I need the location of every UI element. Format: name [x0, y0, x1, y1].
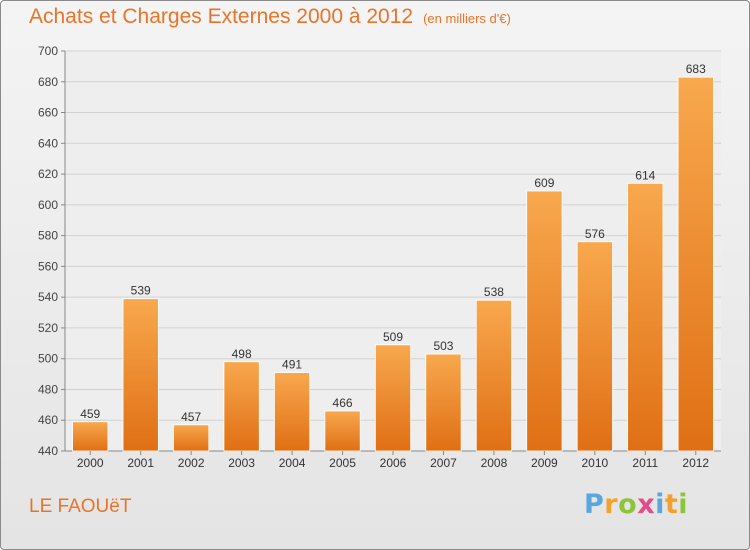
chart-title: Achats et Charges Externes 2000 à 2012 (e…: [29, 5, 511, 29]
y-tick-label: 540: [38, 290, 58, 304]
x-tick-label: 2005: [329, 456, 356, 470]
y-tick-label: 560: [38, 259, 58, 273]
x-tick-label: 2000: [77, 456, 104, 470]
bar-value-label: 614: [635, 168, 655, 182]
logo-letter: i: [678, 489, 689, 520]
bar-value-label: 459: [80, 407, 100, 421]
bar-value-label: 609: [534, 176, 554, 190]
y-tick-label: 580: [38, 229, 58, 243]
bar-value-label: 683: [686, 62, 706, 76]
chart-subtitle: (en milliers d'€): [423, 11, 511, 26]
logo-letter: t: [664, 489, 679, 520]
bar: [274, 372, 311, 452]
bar-value-label: 498: [232, 347, 252, 361]
bar: [677, 76, 714, 452]
chart-title-text: Achats et Charges Externes 2000 à 2012: [29, 5, 414, 28]
bar: [475, 299, 512, 452]
bar-value-label: 538: [484, 285, 504, 299]
x-tick-label: 2012: [682, 456, 709, 470]
proxiti-logo: Proxiti: [584, 489, 688, 520]
logo-letter: i: [655, 489, 665, 520]
bar: [576, 241, 613, 452]
logo-letter: P: [584, 489, 605, 520]
bar: [173, 424, 210, 452]
y-tick-label: 640: [38, 136, 58, 150]
x-tick-label: 2004: [279, 456, 306, 470]
bar: [324, 410, 361, 452]
y-tick-label: 700: [38, 44, 58, 58]
bar: [627, 182, 664, 452]
bar-value-label: 576: [585, 227, 605, 241]
y-tick-label: 500: [38, 352, 58, 366]
bar-value-label: 509: [383, 330, 403, 344]
bar-value-label: 491: [282, 358, 302, 372]
y-tick-label: 680: [38, 75, 58, 89]
bar: [374, 344, 412, 452]
logo-letter: o: [618, 489, 638, 520]
x-tick-label: 2007: [430, 456, 457, 470]
logo-letter: x: [637, 489, 656, 520]
x-tick-label: 2011: [632, 456, 658, 470]
bar-value-label: 466: [333, 396, 353, 410]
x-tick-label: 2001: [127, 456, 154, 470]
y-tick-label: 520: [38, 321, 58, 335]
bar: [122, 298, 159, 452]
x-tick-label: 2006: [380, 456, 407, 470]
y-tick-label: 480: [38, 382, 58, 396]
y-tick-label: 620: [38, 167, 58, 181]
commune-name: LE FAOUëT: [29, 496, 132, 517]
bar: [72, 421, 109, 452]
bar-value-label: 539: [131, 284, 151, 298]
bar-value-label: 457: [181, 410, 201, 424]
y-tick-label: 660: [38, 106, 58, 120]
y-tick-label: 600: [38, 198, 58, 212]
x-tick-label: 2010: [581, 456, 608, 470]
x-tick-label: 2008: [481, 456, 508, 470]
y-tick-label: 460: [38, 413, 58, 427]
bar: [425, 353, 462, 452]
bar: [526, 190, 563, 452]
bar: [223, 361, 260, 452]
y-tick-label: 440: [38, 444, 58, 458]
x-tick-label: 2003: [228, 456, 255, 470]
bar-value-label: 503: [433, 339, 453, 353]
logo-letter: r: [604, 489, 619, 520]
x-tick-label: 2002: [178, 456, 205, 470]
x-tick-label: 2009: [531, 456, 558, 470]
